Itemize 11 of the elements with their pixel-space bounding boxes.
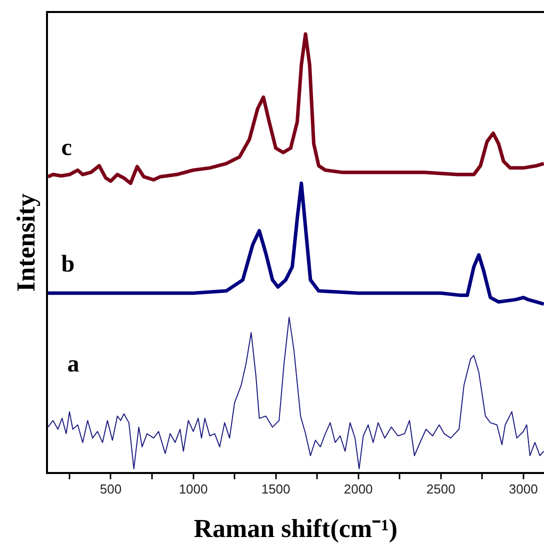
series-label: a	[67, 351, 80, 378]
x-tick-label: 3000	[508, 482, 538, 497]
series-label: c	[61, 134, 72, 161]
x-tick-label: 1000	[178, 482, 208, 497]
x-axis-title: Raman shift(cm⁻¹)	[194, 514, 398, 544]
x-tick-label: 2500	[426, 482, 456, 497]
x-tick-label: 500	[100, 482, 122, 497]
series-label: b	[61, 251, 75, 278]
y-axis-title: Intensity	[11, 193, 40, 292]
x-tick-label: 1500	[261, 482, 290, 497]
x-tick-label: 2000	[344, 482, 373, 497]
